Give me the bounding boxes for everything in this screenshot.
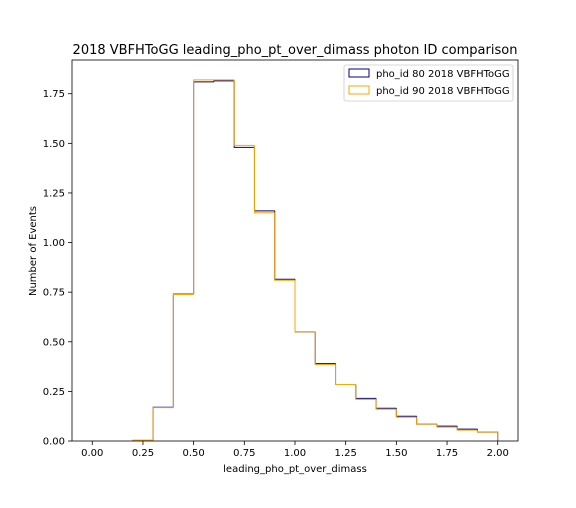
legend-swatch-pho-id-90 xyxy=(348,85,370,95)
x-tick-label: 0.75 xyxy=(233,448,255,459)
histogram-bin xyxy=(395,409,417,418)
legend-swatch-pho-id-80 xyxy=(348,68,370,78)
histogram-bin xyxy=(152,407,174,441)
legend: pho_id 80 2018 VBFHToGG pho_id 90 2018 V… xyxy=(343,64,514,102)
y-tick-label: 1.00 xyxy=(43,238,65,249)
histogram-bin xyxy=(476,430,499,441)
series-layer xyxy=(132,79,499,441)
histogram-bin xyxy=(233,79,255,146)
y-axis-ticks: 0.00 0.25 0.50 0.75 1.00 1.25 1.50 1.75 xyxy=(43,89,72,448)
x-tick-label: 1.25 xyxy=(335,448,357,459)
y-tick-label: 1.75 xyxy=(43,89,65,100)
histogram-bin xyxy=(355,384,377,400)
y-tick-label: 1.50 xyxy=(43,139,65,150)
y-tick-label: 1.25 xyxy=(43,188,65,199)
legend-label-pho-id-90: pho_id 90 2018 VBFHToGG xyxy=(376,86,510,97)
x-tick-label: 0.50 xyxy=(183,448,205,459)
histogram-bin xyxy=(436,424,458,428)
x-axis-ticks: 0.00 0.25 0.50 0.75 1.00 1.25 1.50 1.75 2.00 xyxy=(81,441,509,459)
y-axis-label: Number of Events xyxy=(28,206,39,296)
histogram-bin xyxy=(314,331,336,366)
y-tick-label: 0.25 xyxy=(43,387,65,398)
legend-box xyxy=(343,64,514,102)
legend-label-pho-id-80: pho_id 80 2018 VBFHToGG xyxy=(376,69,510,80)
x-tick-label: 0.25 xyxy=(132,448,154,459)
x-axis-label: leading_pho_pt_over_dimass xyxy=(223,464,367,475)
x-tick-label: 1.75 xyxy=(436,448,458,459)
x-tick-label: 1.50 xyxy=(385,448,407,459)
chart-title: 2018 VBFHToGG leading_pho_pt_over_dimass… xyxy=(73,43,518,58)
histogram-bin xyxy=(253,145,275,214)
histogram-bin xyxy=(375,399,397,410)
x-tick-label: 1.00 xyxy=(284,448,306,459)
x-tick-label: 2.00 xyxy=(487,448,509,459)
x-tick-label: 0.00 xyxy=(81,448,103,459)
histogram-bin xyxy=(274,212,295,281)
series-pho-id-90 xyxy=(132,79,499,441)
y-tick-label: 0.50 xyxy=(43,337,65,348)
histogram-bin xyxy=(213,80,235,82)
histogram-bin xyxy=(456,427,478,431)
y-tick-label: 0.75 xyxy=(43,288,65,299)
y-tick-label: 0.00 xyxy=(43,437,65,448)
histogram-bin xyxy=(193,79,214,295)
histogram-bin xyxy=(172,294,194,408)
histogram-bin xyxy=(294,280,316,333)
histogram-bin xyxy=(335,364,356,385)
histogram-bin xyxy=(416,417,437,425)
